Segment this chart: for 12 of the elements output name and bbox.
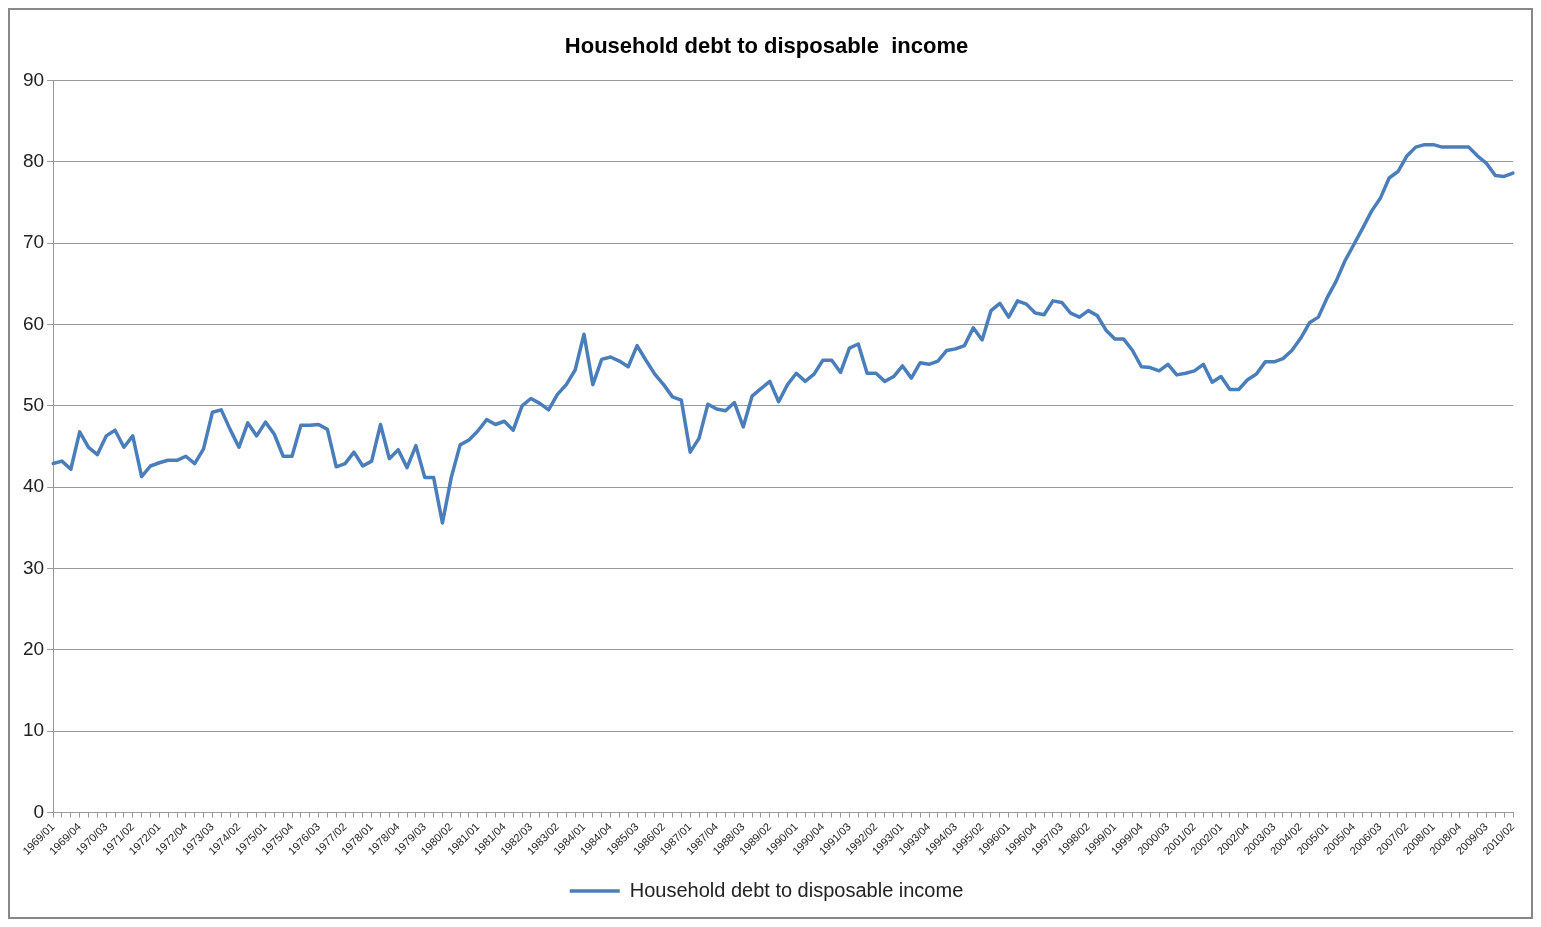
y-tick-label: 20 — [22, 638, 45, 660]
y-tick-label: 30 — [22, 556, 45, 578]
y-tick-label: 70 — [22, 231, 45, 253]
y-tick-label: 0 — [33, 800, 45, 822]
y-tick-label: 10 — [22, 719, 45, 741]
chart-title: Household debt to disposable income — [564, 33, 969, 59]
y-tick-label: 60 — [22, 312, 45, 334]
y-tick-label: 80 — [22, 149, 45, 171]
y-tick-label: 40 — [22, 475, 45, 497]
y-tick-label: 50 — [22, 394, 45, 416]
y-tick-label: 90 — [22, 68, 45, 90]
legend-label: Household debt to disposable income — [629, 878, 964, 901]
